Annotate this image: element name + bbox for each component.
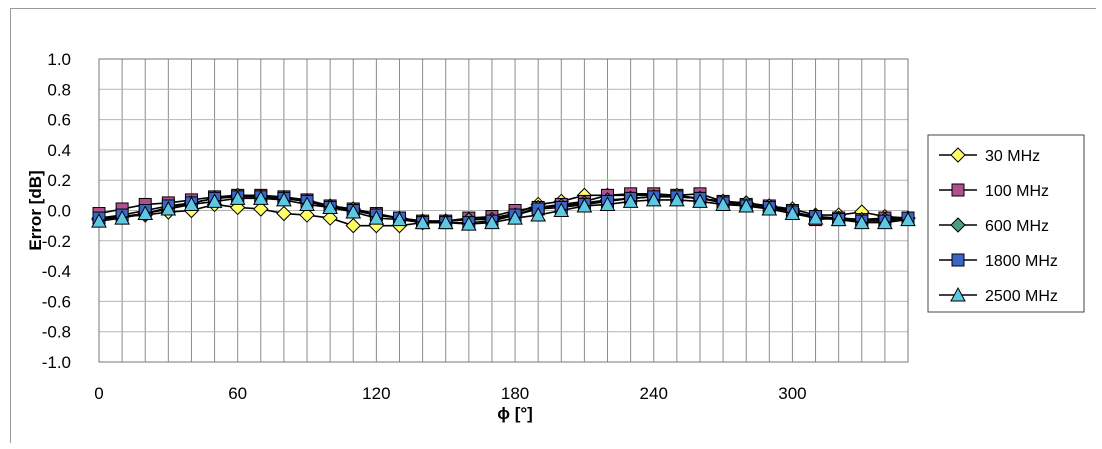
x-axis-label: ϕ [°] xyxy=(497,404,533,423)
data-point xyxy=(276,191,292,207)
y-tick-label: 0.6 xyxy=(47,111,71,130)
data-point xyxy=(437,214,454,230)
legend-marker xyxy=(950,217,966,233)
data-point xyxy=(807,210,824,225)
data-point xyxy=(322,210,338,226)
data-point xyxy=(692,193,708,208)
data-point xyxy=(645,191,662,207)
data-point xyxy=(900,211,916,227)
y-tick-label: -0.8 xyxy=(42,323,71,342)
data-point xyxy=(206,193,223,208)
legend-item: 30 MHz xyxy=(939,147,1040,165)
data-point xyxy=(91,213,107,228)
legend-item: 1800 MHz xyxy=(939,253,1058,270)
data-point xyxy=(391,211,408,227)
y-tick-label: -1.0 xyxy=(42,353,71,372)
x-tick-label: 180 xyxy=(501,384,529,403)
x-tick-label: 300 xyxy=(778,384,806,403)
x-tick-label: 120 xyxy=(362,384,390,403)
chart-svg: 1.0 0.8 0.6 0.4 0.2 0.0 -0.2 -0.4 -0.6 -0.8 -1.0 0 6… xyxy=(26,50,1085,423)
data-point xyxy=(553,202,570,217)
data-point xyxy=(761,200,778,216)
data-point xyxy=(484,214,500,230)
data-point xyxy=(345,217,361,234)
data-point xyxy=(784,205,801,221)
x-tick-label: 240 xyxy=(640,384,668,403)
data-point xyxy=(622,193,639,208)
data-point xyxy=(252,190,269,205)
y-tick-label: 0.8 xyxy=(47,80,71,99)
legend-label: 600 MHz xyxy=(985,218,1049,235)
chart-frame: 1.0 0.8 0.6 0.4 0.2 0.0 -0.2 -0.4 -0.6 -0.8 -1.0 0 6… xyxy=(10,8,1096,443)
legend-marker xyxy=(950,147,966,163)
y-tick-label: -0.6 xyxy=(42,292,71,311)
x-tick-labels: 0 60 120 180 240 300 xyxy=(94,384,806,403)
series-2500-mhz xyxy=(91,190,916,231)
legend-marker xyxy=(951,253,965,267)
legend-marker xyxy=(951,183,965,197)
data-point xyxy=(322,199,338,214)
data-point xyxy=(715,196,731,211)
data-point xyxy=(877,214,893,230)
y-tick-label: -0.4 xyxy=(42,262,71,281)
data-point xyxy=(137,205,154,221)
x-tick-label: 60 xyxy=(228,384,247,403)
data-point xyxy=(276,205,292,222)
data-point xyxy=(507,210,523,225)
y-tick-label: -0.2 xyxy=(42,232,71,251)
legend-item: 600 MHz xyxy=(939,217,1049,235)
x-tick-label: 0 xyxy=(94,384,103,403)
legend: 30 MHz 100 MHz 600 MHz 1800 MHz 2500 MHz xyxy=(927,134,1085,313)
data-point xyxy=(183,196,200,211)
y-tick-label: 0.4 xyxy=(47,141,71,160)
data-point xyxy=(599,196,616,211)
y-tick-labels: 1.0 0.8 0.6 0.4 0.2 0.0 -0.2 -0.4 -0.6 -0.8 -1.0 xyxy=(42,50,71,372)
y-tick-label: 1.0 xyxy=(47,50,71,69)
y-tick-label: 0.0 xyxy=(47,202,71,221)
legend-item: 2500 MHz xyxy=(939,286,1058,305)
legend-label: 1800 MHz xyxy=(985,253,1058,270)
data-point xyxy=(460,216,477,231)
legend-label: 100 MHz xyxy=(985,183,1049,200)
legend-label: 30 MHz xyxy=(985,148,1040,165)
data-point xyxy=(160,200,177,216)
data-point xyxy=(253,201,269,217)
data-point xyxy=(229,190,246,205)
data-point xyxy=(299,207,315,223)
data-point xyxy=(114,210,130,225)
data-point xyxy=(530,206,547,222)
y-tick-label: 0.2 xyxy=(47,171,71,190)
legend-marker xyxy=(950,286,966,302)
legend-label: 2500 MHz xyxy=(985,288,1058,305)
y-axis-label: Error [dB] xyxy=(26,170,45,250)
data-point xyxy=(345,203,362,219)
data-point xyxy=(576,197,593,213)
data-point xyxy=(299,196,315,211)
data-point xyxy=(738,197,755,213)
data-point xyxy=(669,191,685,207)
legend-item: 100 MHz xyxy=(939,183,1049,200)
data-point xyxy=(414,214,431,230)
data-point xyxy=(853,214,870,230)
data-point xyxy=(830,211,847,227)
data-point xyxy=(368,210,385,225)
